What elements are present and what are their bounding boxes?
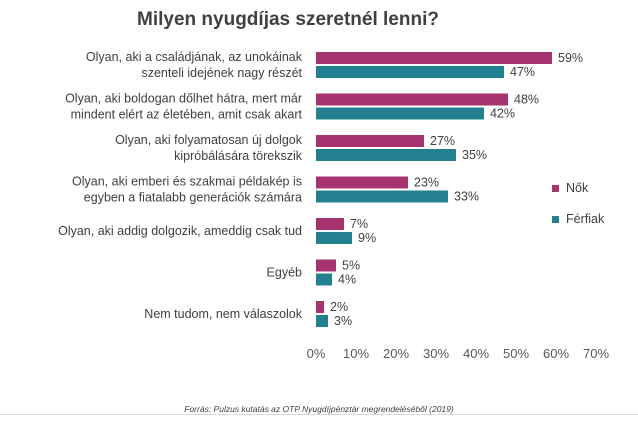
legend-swatch [552, 185, 559, 192]
category-label: Olyan, aki boldogan dőlhet hátra, mert m… [65, 92, 302, 106]
data-labels: 59% 47% 48%42% 27% 35% 23% 33% 7%9% 5%4% 2%3% [330, 51, 583, 328]
x-axis: 0% 10% 20% 30% 40% 50% 60% 70% [307, 346, 610, 361]
x-tick-label: 70% [583, 346, 609, 361]
category-label: Olyan, aki emberi és szakmai példakép is [72, 175, 302, 189]
category-label: Egyéb [267, 266, 302, 280]
data-label: 48% [514, 93, 539, 107]
x-tick-label: 20% [383, 346, 409, 361]
x-tick-label: 10% [343, 346, 369, 361]
data-label: 9% [358, 231, 376, 245]
category-label: mindent elért az életében, amit csak aka… [71, 108, 303, 122]
category-label: Olyan, aki addig dolgozik, ameddig csak … [58, 224, 302, 238]
category-label: egyben a fiatalabb generációk számára [84, 191, 302, 205]
legend-label: Férfiak [566, 212, 605, 226]
data-label: 33% [454, 190, 479, 204]
bar-ferfiak [316, 273, 332, 286]
bar-ferfiak [316, 315, 328, 327]
x-tick-label: 40% [463, 346, 489, 361]
category-label: Olyan, aki a családjának, az unokáinak [86, 50, 303, 64]
legend: Nők Férfiak [552, 181, 605, 226]
divider [0, 414, 638, 415]
bar-nok [316, 301, 324, 313]
data-label: 3% [334, 314, 352, 328]
bar-ferfiak [316, 190, 448, 203]
data-label: 7% [350, 217, 368, 231]
x-tick-label: 60% [543, 346, 569, 361]
bar-nok [316, 176, 408, 189]
data-label: 5% [342, 259, 360, 273]
data-label: 27% [430, 134, 455, 148]
data-label: 2% [330, 300, 348, 314]
data-label: 47% [510, 65, 535, 79]
bar-nok [316, 218, 344, 230]
bar-ferfiak [316, 107, 484, 120]
chart-title: Milyen nyugdíjas szeretnél lenni? [137, 9, 439, 30]
x-tick-label: 50% [503, 346, 529, 361]
category-labels: Olyan, aki a családjának, az unokáinak sz… [58, 50, 303, 321]
data-label: 35% [462, 148, 487, 162]
data-label: 59% [558, 51, 583, 65]
source-note: Forrás: Pulzus kutatás az OTP Nyugdíjpén… [184, 404, 454, 414]
data-label: 4% [338, 273, 356, 287]
category-label: Nem tudom, nem válaszolok [144, 307, 302, 321]
category-label: kipróbálására törekszik [174, 149, 303, 163]
bar-nok [316, 135, 424, 147]
x-tick-label: 30% [423, 346, 449, 361]
legend-swatch [552, 216, 559, 223]
chart: Milyen nyugdíjas szeretnél lenni? Olyan,… [58, 9, 610, 361]
bar-nok [316, 259, 336, 272]
data-label: 42% [490, 107, 515, 121]
bar-ferfiak [316, 149, 456, 161]
category-label: Olyan, aki folyamatosan új dolgok [115, 133, 303, 147]
category-label: szenteli idejének nagy részét [141, 66, 302, 80]
bar-ferfiak [316, 232, 352, 244]
bar-ferfiak [316, 66, 504, 78]
x-tick-label: 0% [307, 346, 326, 361]
legend-label: Nők [566, 181, 589, 195]
data-label: 23% [414, 176, 439, 190]
bars [316, 52, 552, 327]
bar-nok [316, 93, 508, 106]
bar-nok [316, 52, 552, 64]
